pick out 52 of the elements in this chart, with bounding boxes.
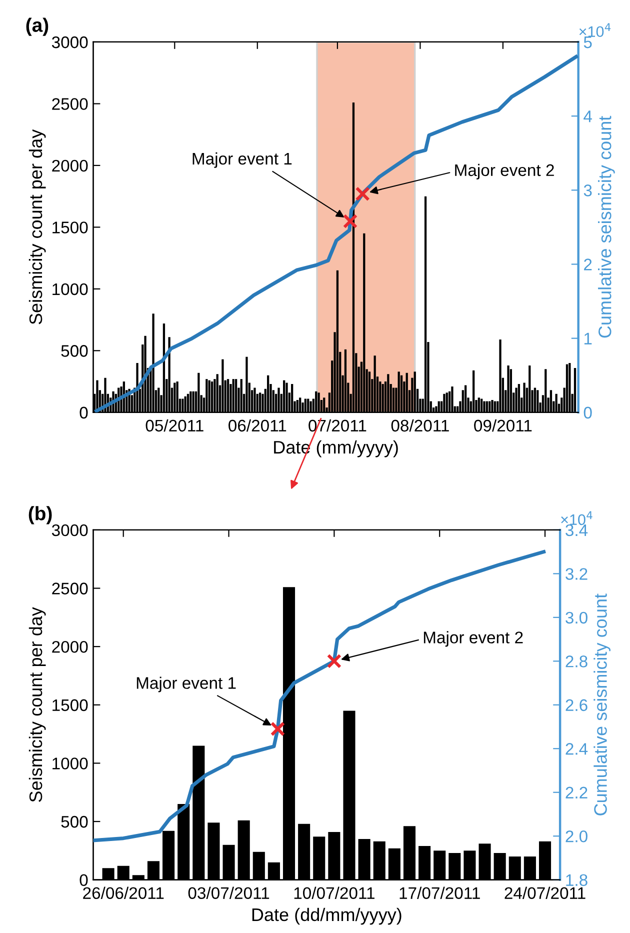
x-tick-label: 03/07/2011 (188, 886, 270, 900)
y-tick-label: 1500 (52, 699, 88, 712)
x-tick-label: 26/06/2011 (83, 886, 164, 900)
y-tick-label: 3000 (52, 36, 88, 48)
y2-tick-label: 5 (584, 36, 592, 48)
text: ×10$^{4}$ (561, 511, 592, 526)
line-series (93, 550, 546, 842)
annotation: Major event 1 (192, 152, 292, 168)
chart-title: (a) (26, 18, 48, 36)
y-axis-title: Seismicity count per day (28, 129, 46, 324)
y-tick-label: 0 (80, 874, 88, 886)
y2-tick-label: 2.6 (566, 699, 588, 712)
x-tick-label: 24/07/2011 (504, 886, 586, 900)
y2-axis-title: Cumulative seismicity count (594, 594, 610, 816)
y2-tick-label: 3.2 (566, 568, 588, 580)
y2-tick-label: 3.0 (566, 612, 588, 624)
y-axis-title: Seismicity count per day (28, 607, 46, 802)
y2-tick-label: 1 (584, 332, 592, 344)
y2-axis-title: Cumulative seismicity count (598, 116, 615, 338)
y2-tick-label: 1.8 (566, 874, 588, 886)
y-tick-label: 2000 (52, 160, 88, 172)
y-tick-label: 3000 (52, 524, 88, 536)
y2-tick-label: 2.8 (566, 656, 588, 668)
y2-tick-label: 2.0 (566, 830, 588, 842)
y2-tick-label: 2.2 (566, 786, 588, 798)
y-tick-label: 500 (61, 816, 88, 828)
y-tick-label: 1000 (52, 758, 88, 770)
x-tick-label: 05/2011 (146, 419, 204, 432)
annotation: Major event 2 (424, 631, 523, 647)
x-tick-label: 06/2011 (228, 419, 286, 432)
y2-tick-label: 2.4 (566, 743, 588, 755)
x-tick-label: 10/07/2011 (294, 886, 374, 900)
y-tick-label: 1000 (52, 283, 88, 296)
x-tick-label: 09/2011 (474, 419, 532, 432)
y2-tick-label: 4 (584, 110, 592, 122)
y-tick-label: 2000 (52, 640, 88, 653)
y2-tick-label: 0 (584, 406, 592, 419)
x-axis-title: Date (dd/mm/yyyy) (252, 908, 402, 925)
chart-title: (b) (28, 506, 52, 524)
y-tick-label: 0 (80, 406, 88, 419)
text: ×10$^{4}$ (579, 23, 611, 38)
y2-tick-label: 3 (584, 184, 592, 196)
annotation: Major event 2 (455, 164, 554, 180)
x-tick-label: 17/07/2011 (400, 886, 480, 900)
x-tick-label: 08/2011 (391, 419, 449, 432)
y-tick-label: 500 (61, 345, 88, 357)
y-tick-label: 2500 (52, 98, 88, 110)
y2-tick-label: 3.4 (566, 524, 588, 536)
y-tick-label: 2500 (52, 582, 88, 594)
y2-tick-label: 2 (584, 258, 592, 270)
annotation: Major event 1 (136, 676, 236, 692)
y-tick-label: 1500 (52, 222, 88, 234)
